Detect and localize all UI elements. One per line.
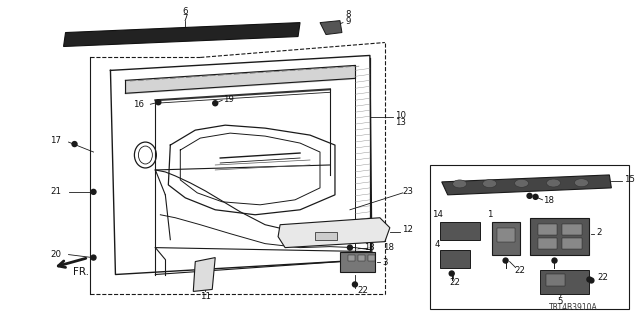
Polygon shape [440,250,470,268]
Bar [563,238,582,249]
Text: 15: 15 [625,175,636,184]
Ellipse shape [483,180,497,188]
Polygon shape [278,218,390,248]
Text: 18: 18 [383,243,394,252]
Text: 1: 1 [487,210,492,219]
Polygon shape [540,269,589,294]
Bar [563,224,582,235]
Text: 19: 19 [223,95,234,104]
Text: 22: 22 [357,286,369,295]
Bar [315,232,337,240]
Polygon shape [320,20,342,35]
Text: 20: 20 [50,250,61,259]
Circle shape [348,245,353,250]
Circle shape [91,255,96,260]
Polygon shape [193,258,215,292]
Bar [545,274,566,286]
Text: 8: 8 [345,10,351,19]
Polygon shape [440,222,479,240]
Circle shape [353,282,357,287]
Text: 5: 5 [557,297,563,306]
Circle shape [72,141,77,147]
Text: 18: 18 [365,243,375,252]
Text: 16: 16 [133,100,144,109]
Text: 22: 22 [449,278,460,287]
Text: 4: 4 [435,240,440,249]
Circle shape [589,278,594,283]
Text: 6: 6 [182,7,188,16]
Text: 11: 11 [200,292,211,301]
Ellipse shape [452,180,467,188]
Bar [538,224,557,235]
Text: 7: 7 [182,14,188,23]
Text: 2: 2 [596,228,602,237]
Circle shape [449,271,454,276]
Text: 18: 18 [543,196,554,205]
Text: 21: 21 [50,188,61,196]
Bar [538,238,557,249]
Circle shape [527,193,532,198]
Ellipse shape [575,179,588,187]
Text: 9: 9 [345,17,351,26]
Polygon shape [492,222,520,255]
Polygon shape [529,218,589,255]
Text: 12: 12 [402,225,413,234]
Text: 22: 22 [597,273,609,282]
Text: 3: 3 [383,258,388,267]
Polygon shape [442,175,611,195]
Circle shape [212,101,218,106]
Ellipse shape [515,179,529,187]
Circle shape [533,194,538,199]
Text: TRT4B3910A: TRT4B3910A [548,303,597,312]
Circle shape [156,100,161,105]
Circle shape [552,258,557,263]
Ellipse shape [547,179,561,187]
Bar [497,228,515,242]
Bar [348,255,355,260]
Text: 23: 23 [403,188,413,196]
Polygon shape [63,23,300,46]
Text: FR.: FR. [72,267,88,276]
Text: 10: 10 [395,111,406,120]
Text: 14: 14 [432,210,444,219]
Bar [368,255,375,260]
Circle shape [587,277,592,282]
Bar [358,255,365,260]
Text: 17: 17 [50,136,61,145]
Bar [430,165,629,309]
Circle shape [503,258,508,263]
Text: 13: 13 [395,118,406,127]
Circle shape [91,189,96,194]
Text: 22: 22 [514,266,525,275]
Polygon shape [340,252,375,271]
